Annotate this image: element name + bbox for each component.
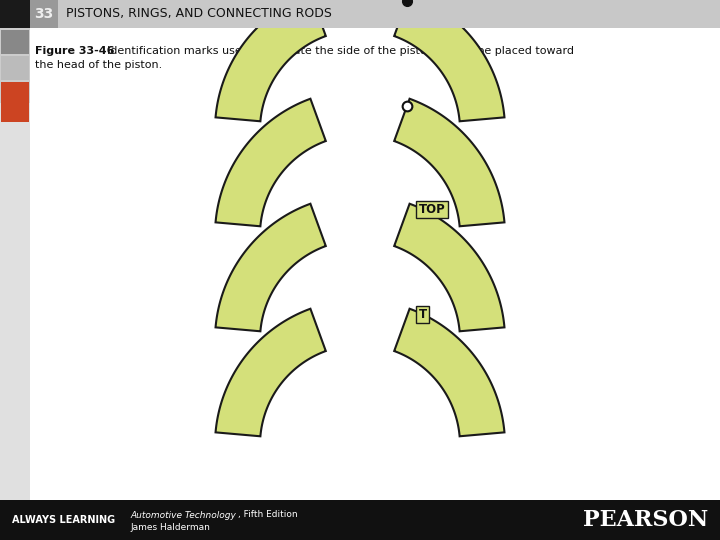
Text: TOP: TOP bbox=[418, 203, 446, 216]
Bar bbox=[1, 62, 29, 90]
Polygon shape bbox=[215, 204, 325, 331]
Polygon shape bbox=[215, 99, 325, 226]
Bar bbox=[1, 30, 29, 58]
Text: 33: 33 bbox=[35, 7, 53, 21]
Text: the head of the piston.: the head of the piston. bbox=[35, 60, 162, 70]
Text: PISTONS, RINGS, AND CONNECTING RODS: PISTONS, RINGS, AND CONNECTING RODS bbox=[66, 8, 332, 21]
Text: James Halderman: James Halderman bbox=[130, 523, 210, 531]
Polygon shape bbox=[215, 309, 325, 436]
Text: Automotive Technology: Automotive Technology bbox=[130, 510, 236, 519]
Bar bbox=[0, 28, 30, 103]
Bar bbox=[1, 30, 29, 54]
Bar bbox=[30, 0, 58, 28]
Bar bbox=[0, 500, 720, 540]
Polygon shape bbox=[215, 0, 325, 122]
Text: ALWAYS LEARNING: ALWAYS LEARNING bbox=[12, 515, 115, 525]
Polygon shape bbox=[395, 204, 505, 331]
Text: , Fifth Edition: , Fifth Edition bbox=[238, 510, 297, 519]
Text: PEARSON: PEARSON bbox=[582, 509, 708, 531]
Bar bbox=[1, 56, 29, 80]
Bar bbox=[1, 82, 29, 106]
Text: Figure 33-46: Figure 33-46 bbox=[35, 46, 114, 56]
Bar bbox=[30, 0, 720, 28]
Text: T: T bbox=[418, 308, 427, 321]
Bar bbox=[0, 28, 30, 500]
Bar bbox=[1, 94, 29, 122]
Polygon shape bbox=[395, 99, 505, 226]
Bar bbox=[0, 0, 30, 28]
Polygon shape bbox=[395, 0, 505, 122]
Text: Identification marks used to indicate the side of the piston ring to be placed t: Identification marks used to indicate th… bbox=[107, 46, 574, 56]
Polygon shape bbox=[395, 309, 505, 436]
